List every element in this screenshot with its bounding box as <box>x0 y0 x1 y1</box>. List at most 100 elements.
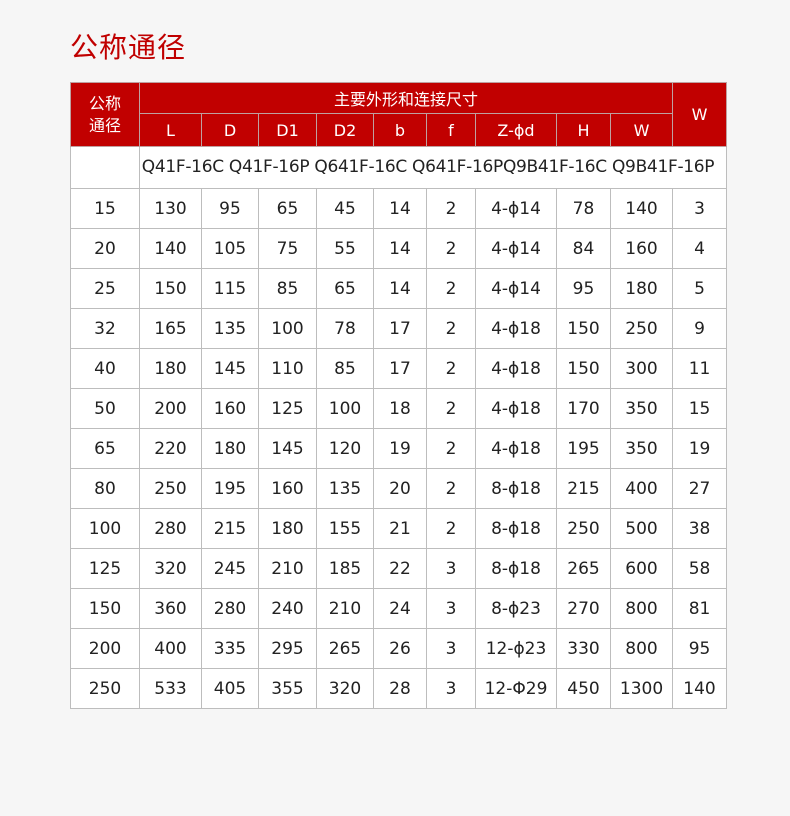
table-cell: 240 <box>258 588 317 629</box>
table-cell: 115 <box>201 268 259 309</box>
table-cell: 14 <box>373 268 427 309</box>
table-cell: 4-ϕ18 <box>475 308 557 349</box>
table-cell: 155 <box>316 508 374 549</box>
header-col: W <box>609 113 674 147</box>
table-cell: 9 <box>672 308 728 349</box>
table-cell: 55 <box>316 228 374 269</box>
table-cell: 800 <box>609 628 674 669</box>
table-cell: 80 <box>70 468 140 509</box>
table-cell: 280 <box>139 508 202 549</box>
table-cell: 40 <box>70 348 140 389</box>
table-cell: 17 <box>373 308 427 349</box>
model-row-spacer <box>70 146 140 189</box>
table-cell: 95 <box>201 188 259 229</box>
table-cell: 14 <box>373 188 427 229</box>
table-cell: 180 <box>201 428 259 469</box>
table-cell: 95 <box>672 628 728 669</box>
header-col: D1 <box>258 113 317 147</box>
table-cell: 135 <box>201 308 259 349</box>
header-col: H <box>556 113 611 147</box>
table-cell: 2 <box>426 188 476 229</box>
table-row: 250 533 405 355 320 28 3 12-Φ29 450 1300 140 <box>70 668 728 709</box>
table-cell: 180 <box>609 268 674 309</box>
table-cell: 38 <box>672 508 728 549</box>
table-cell: 12-Φ29 <box>475 668 557 709</box>
table-cell: 2 <box>426 228 476 269</box>
table-cell: 110 <box>258 348 317 389</box>
table-cell: 2 <box>426 428 476 469</box>
table-cell: 2 <box>426 468 476 509</box>
table-cell: 165 <box>139 308 202 349</box>
table-cell: 8-ϕ18 <box>475 468 557 509</box>
table-cell: 4-ϕ14 <box>475 268 557 309</box>
table-row: 200 400 335 295 265 26 3 12-ϕ23 330 800 95 <box>70 628 728 669</box>
header-dimensions-group: 主要外形和连接尺寸 <box>138 82 674 114</box>
table-cell: 32 <box>70 308 140 349</box>
table-cell: 8-ϕ23 <box>475 588 557 629</box>
table-cell: 65 <box>316 268 374 309</box>
table-cell: 45 <box>316 188 374 229</box>
table-cell: 65 <box>70 428 140 469</box>
table-cell: 95 <box>556 268 611 309</box>
table-cell: 12-ϕ23 <box>475 628 557 669</box>
table-cell: 200 <box>70 628 140 669</box>
header-col: D <box>201 113 259 147</box>
table-cell: 8-ϕ18 <box>475 508 557 549</box>
table-cell: 160 <box>258 468 317 509</box>
header-col: b <box>373 113 427 147</box>
table-cell: 4-ϕ18 <box>475 388 557 429</box>
table-cell: 355 <box>258 668 317 709</box>
table-cell: 78 <box>316 308 374 349</box>
table-cell: 140 <box>139 228 202 269</box>
table-cell: 78 <box>556 188 611 229</box>
table-cell: 100 <box>70 508 140 549</box>
table-cell: 15 <box>672 388 728 429</box>
table-cell: 20 <box>70 228 140 269</box>
table-cell: 215 <box>556 468 611 509</box>
table-row: 15 130 95 65 45 14 2 4-ϕ14 78 140 3 <box>70 188 728 229</box>
table-cell: 4-ϕ14 <box>475 188 557 229</box>
table-cell: 4-ϕ18 <box>475 348 557 389</box>
table-cell: 250 <box>556 508 611 549</box>
table-cell: 75 <box>258 228 317 269</box>
table-cell: 350 <box>609 428 674 469</box>
table-cell: 50 <box>70 388 140 429</box>
table-row: 150 360 280 240 210 24 3 8-ϕ23 270 800 81 <box>70 588 728 629</box>
table-cell: 22 <box>373 548 427 589</box>
table-cell: 15 <box>70 188 140 229</box>
table-row: 25 150 115 85 65 14 2 4-ϕ14 95 180 5 <box>70 268 728 309</box>
table-cell: 5 <box>672 268 728 309</box>
table-cell: 125 <box>70 548 140 589</box>
table-cell: 533 <box>139 668 202 709</box>
table-row: 80 250 195 160 135 20 2 8-ϕ18 215 400 27 <box>70 468 728 509</box>
table-cell: 2 <box>426 388 476 429</box>
table-cell: 105 <box>201 228 259 269</box>
table-cell: 19 <box>672 428 728 469</box>
table-cell: 2 <box>426 308 476 349</box>
table-cell: 26 <box>373 628 427 669</box>
table-cell: 3 <box>672 188 728 229</box>
page-title: 公称通径 <box>70 31 187 64</box>
table-cell: 85 <box>316 348 374 389</box>
table-cell: 130 <box>139 188 202 229</box>
table-cell: 25 <box>70 268 140 309</box>
table-row: 100 280 215 180 155 21 2 8-ϕ18 250 500 38 <box>70 508 728 549</box>
table-cell: 17 <box>373 348 427 389</box>
table-cell: 250 <box>609 308 674 349</box>
table-cell: 145 <box>258 428 317 469</box>
table-cell: 250 <box>139 468 202 509</box>
table-cell: 4 <box>672 228 728 269</box>
table-cell: 100 <box>316 388 374 429</box>
table-cell: 350 <box>609 388 674 429</box>
table-cell: 18 <box>373 388 427 429</box>
table-cell: 215 <box>201 508 259 549</box>
table-cell: 265 <box>316 628 374 669</box>
table-cell: 65 <box>258 188 317 229</box>
table-cell: 195 <box>201 468 259 509</box>
table-cell: 320 <box>139 548 202 589</box>
table-cell: 14 <box>373 228 427 269</box>
table-cell: 19 <box>373 428 427 469</box>
header-col: L <box>139 113 202 147</box>
table-cell: 210 <box>316 588 374 629</box>
header-col: Z-ϕd <box>475 113 557 147</box>
